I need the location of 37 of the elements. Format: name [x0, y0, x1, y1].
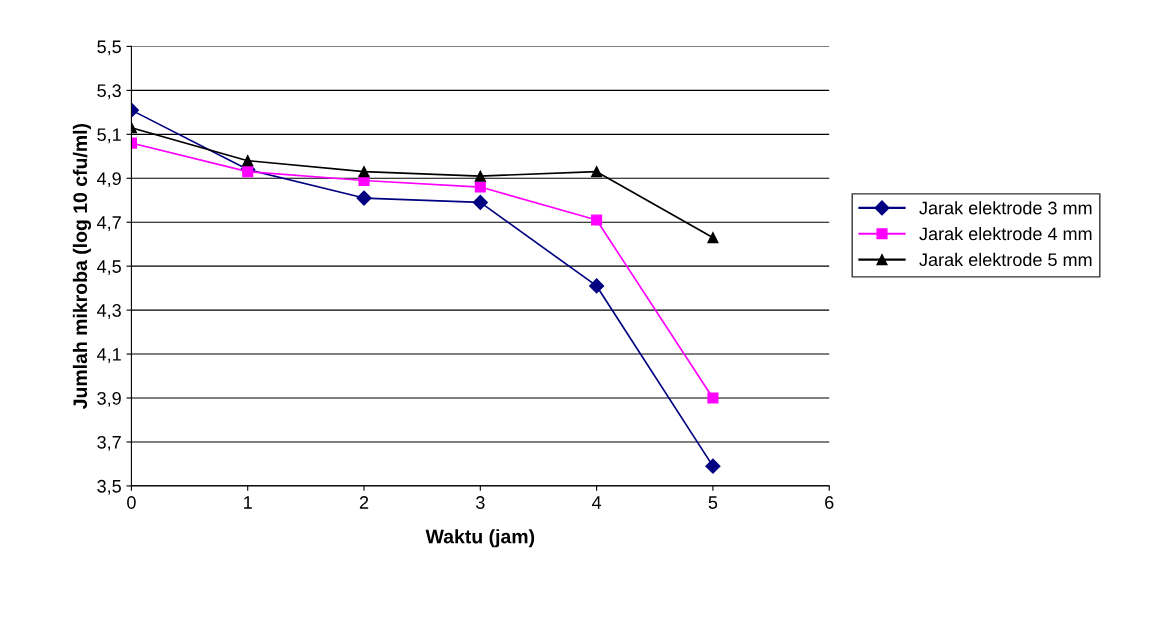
y-tick-label: 4,5 [97, 260, 121, 276]
legend-label: Jarak elektrode 4 mm [919, 226, 1092, 241]
point [707, 392, 719, 404]
x-tick-label: 3 [475, 496, 485, 509]
y-tick-label: 3,9 [97, 391, 121, 407]
point [242, 166, 254, 178]
x-axis-title: Waktu (jam) [425, 529, 535, 548]
point [474, 181, 486, 193]
x-tick-label: 2 [359, 496, 369, 509]
x-tick-label: 0 [127, 496, 136, 509]
y-tick-label: 4,7 [97, 216, 121, 232]
point [591, 214, 603, 226]
y-tick-label: 4,9 [97, 172, 121, 188]
legend-label: Jarak elektrode 5 mm [919, 252, 1092, 267]
y-tick-label: 3,7 [97, 435, 121, 451]
y-tick-label: 5,3 [97, 84, 121, 100]
point [242, 155, 254, 167]
point [705, 458, 721, 474]
x-tick-label: 1 [244, 496, 252, 509]
y-tick-label: 3,5 [97, 479, 121, 495]
y-axis-title: Jumlah mikroba (log 10 cfu/ml) [72, 123, 92, 410]
x-tick-label: 5 [708, 496, 718, 509]
legend-label: Jarak elektrode 3 mm [919, 201, 1092, 215]
point [358, 166, 370, 178]
point [591, 166, 603, 178]
x-tick-label: 6 [825, 496, 834, 509]
point [358, 174, 370, 187]
y-tick-label: 5,5 [97, 40, 121, 56]
point [472, 194, 488, 211]
point [474, 170, 486, 182]
point [356, 190, 372, 206]
point [707, 232, 719, 244]
y-tick-label: 5,1 [97, 128, 121, 144]
x-tick-label: 4 [592, 496, 602, 509]
point [589, 278, 605, 294]
y-tick-label: 4,3 [97, 304, 121, 319]
y-tick-label: 4,1 [97, 348, 121, 363]
